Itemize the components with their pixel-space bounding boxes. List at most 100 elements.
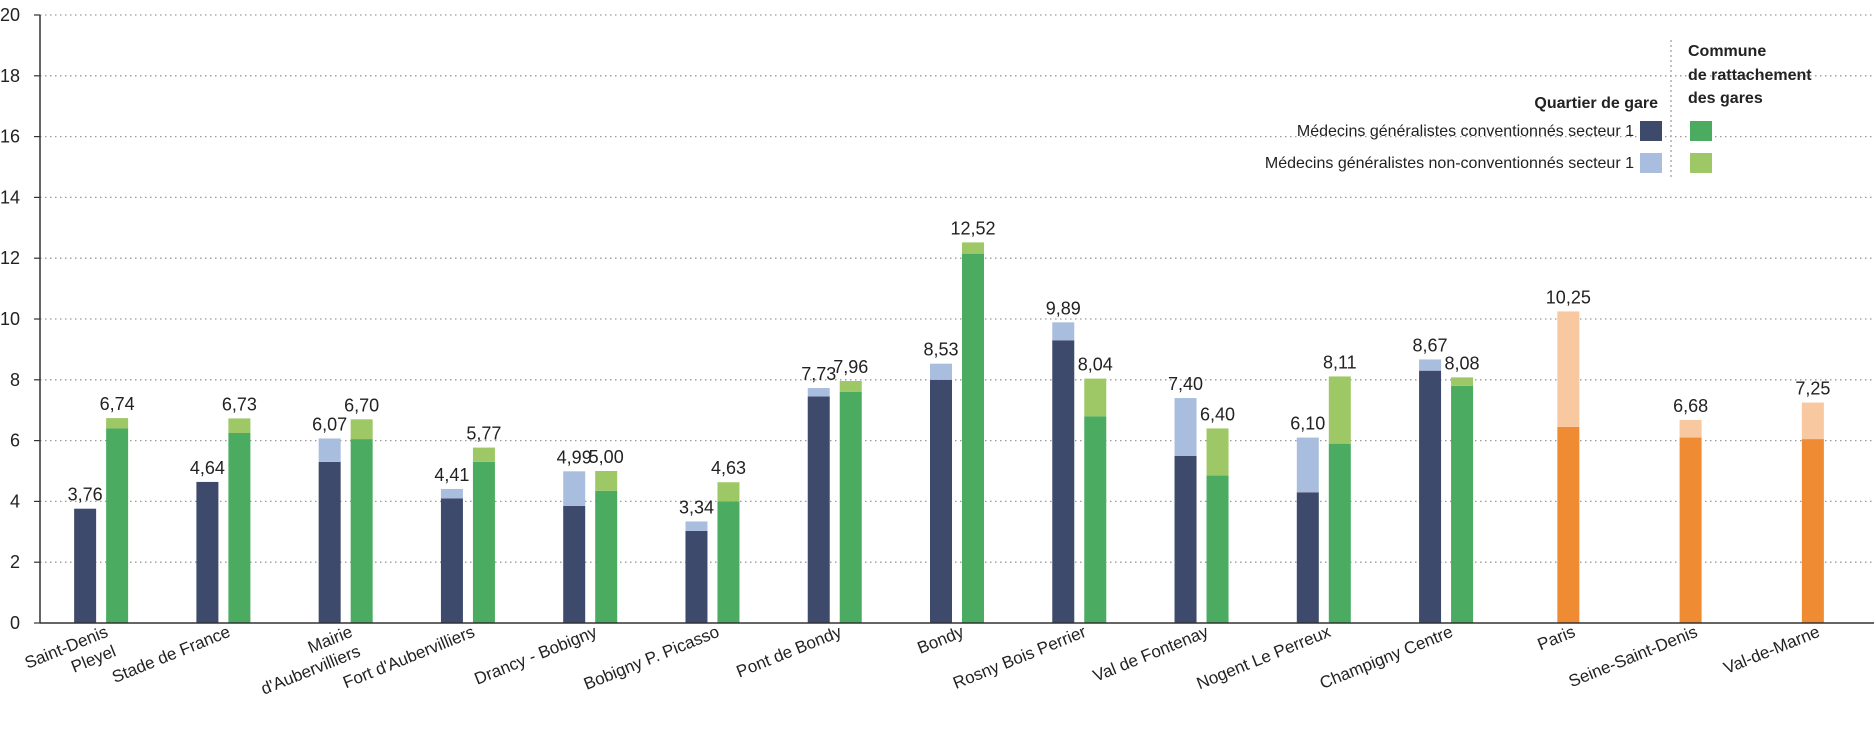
y-tick-label: 10	[0, 309, 20, 329]
bar-dept-conventionnes	[1557, 426, 1580, 623]
value-label: 5,00	[589, 447, 624, 467]
bar-commune-conventionnes	[1206, 475, 1229, 623]
bar-quartier-conventionnes	[1296, 492, 1319, 623]
value-label: 6,68	[1673, 396, 1708, 416]
category-label: Saint-DenisPleyel	[22, 622, 118, 692]
category-label: Val-de-Marne	[1721, 622, 1822, 678]
category-label-line: Bondy	[915, 622, 967, 658]
bar-commune-conventionnes	[595, 490, 618, 623]
value-label: 6,73	[222, 394, 257, 414]
bar-quartier-conventionnes	[1174, 455, 1197, 623]
category-label: Pont de Bondy	[734, 622, 845, 682]
category-label: Bobigny P. Picasso	[581, 622, 722, 694]
bar-commune-non-conventionnes	[1084, 378, 1107, 417]
gridlines	[40, 14, 1874, 563]
y-tick-label: 12	[0, 248, 20, 268]
bar-commune-non-conventionnes	[839, 381, 862, 392]
bar-commune-conventionnes	[106, 428, 129, 623]
bar-quartier-non-conventionnes	[1419, 359, 1442, 371]
legend-item-non-conventionnes: Médecins généralistes non-conventionnés …	[1265, 155, 1634, 172]
value-label: 8,11	[1323, 352, 1357, 372]
value-label: 7,25	[1795, 379, 1830, 399]
value-label: 10,25	[1546, 287, 1591, 307]
category-label: Paris	[1535, 622, 1578, 654]
category-label: Rosny Bois Perrier	[950, 622, 1089, 693]
category-label-line: Champigny Centre	[1317, 622, 1456, 693]
bar-dept-non-conventionnes	[1557, 311, 1580, 427]
value-label: 6,10	[1290, 414, 1325, 434]
bar-commune-non-conventionnes	[717, 482, 740, 502]
category-label-line: Val-de-Marne	[1721, 622, 1822, 678]
bar-commune-conventionnes	[717, 501, 740, 623]
bar-quartier-conventionnes	[1052, 340, 1075, 623]
bar-quartier-non-conventionnes	[440, 488, 463, 499]
bar-commune-non-conventionnes	[472, 447, 495, 462]
bar-quartier-conventionnes	[563, 505, 586, 623]
legend-header-quartier: Quartier de gare	[1534, 95, 1658, 112]
legend-item-conventionnes: Médecins généralistes conventionnés sect…	[1297, 123, 1634, 140]
bar-quartier-non-conventionnes	[930, 363, 952, 380]
y-tick-label: 2	[10, 552, 20, 572]
category-label-line: Seine-Saint-Denis	[1566, 622, 1700, 691]
legend-swatch-commune-conv	[1690, 121, 1712, 141]
value-label: 8,08	[1445, 353, 1480, 373]
y-tick-label: 4	[10, 491, 20, 511]
legend-swatch-commune-nonconv	[1690, 153, 1712, 173]
y-tick-label: 18	[0, 66, 20, 86]
bar-quartier-conventionnes	[807, 396, 830, 623]
y-tick-label: 8	[10, 370, 20, 390]
bar-quartier-non-conventionnes	[1174, 398, 1197, 456]
bar-quartier-non-conventionnes	[1296, 437, 1319, 493]
y-tick-label: 0	[10, 613, 20, 633]
bar-quartier-conventionnes	[1419, 370, 1442, 623]
y-tick-label: 16	[0, 127, 20, 147]
legend-swatch-quartier-nonconv	[1640, 153, 1662, 173]
bar-commune-non-conventionnes	[1206, 428, 1229, 476]
bar-dept-non-conventionnes	[1679, 419, 1702, 438]
value-label: 12,52	[950, 218, 995, 238]
value-label: 4,63	[711, 458, 746, 478]
bar-commune-non-conventionnes	[228, 418, 251, 433]
bar-quartier-non-conventionnes	[807, 388, 830, 397]
bar-quartier-non-conventionnes	[563, 471, 586, 506]
value-label: 9,89	[1046, 298, 1081, 318]
category-label: Seine-Saint-Denis	[1566, 622, 1700, 691]
bar-quartier-non-conventionnes	[685, 521, 708, 531]
value-label: 5,77	[466, 424, 501, 444]
value-label: 6,40	[1200, 404, 1235, 424]
legend-swatch-quartier-conv	[1640, 121, 1662, 141]
value-label: 6,70	[344, 395, 379, 415]
value-label: 6,74	[100, 394, 135, 414]
value-label: 8,67	[1413, 335, 1448, 355]
legend-header-commune-line3: des gares	[1688, 90, 1763, 107]
bar-quartier-conventionnes	[74, 508, 97, 623]
value-label: 7,73	[801, 364, 836, 384]
category-label-line: Pont de Bondy	[734, 622, 845, 682]
category-label-line: Nogent Le Perreux	[1194, 622, 1334, 693]
bar-commune-non-conventionnes	[350, 419, 373, 440]
category-label-line: Paris	[1535, 622, 1578, 654]
legend-header-commune-line1: Commune	[1688, 43, 1766, 60]
bar-commune-non-conventionnes	[1451, 377, 1474, 386]
value-label: 8,04	[1078, 355, 1113, 375]
value-label: 7,96	[833, 357, 868, 377]
value-label: 8,53	[923, 340, 958, 360]
bar-commune-conventionnes	[350, 439, 373, 623]
value-label: 4,41	[434, 465, 469, 485]
bar-quartier-conventionnes	[318, 461, 341, 623]
category-label-line: Bobigny P. Picasso	[581, 622, 722, 694]
bar-quartier-non-conventionnes	[1052, 322, 1075, 341]
value-label: 7,40	[1168, 374, 1203, 394]
category-label: Stade de France	[109, 622, 233, 687]
value-label: 6,07	[312, 414, 347, 434]
value-label: 4,99	[557, 447, 592, 467]
bar-commune-conventionnes	[1328, 443, 1351, 623]
bar-commune-non-conventionnes	[1328, 376, 1351, 444]
value-label: 4,64	[190, 458, 225, 478]
bar-commune-non-conventionnes	[962, 242, 984, 254]
value-label: 3,76	[68, 485, 103, 505]
y-tick-label: 6	[10, 431, 20, 451]
bar-dept-conventionnes	[1679, 437, 1702, 623]
value-labels: 3,76 6,74 4,64 6,73 6,076,70 4,41 5,77 4,995,00…	[68, 218, 1831, 517]
